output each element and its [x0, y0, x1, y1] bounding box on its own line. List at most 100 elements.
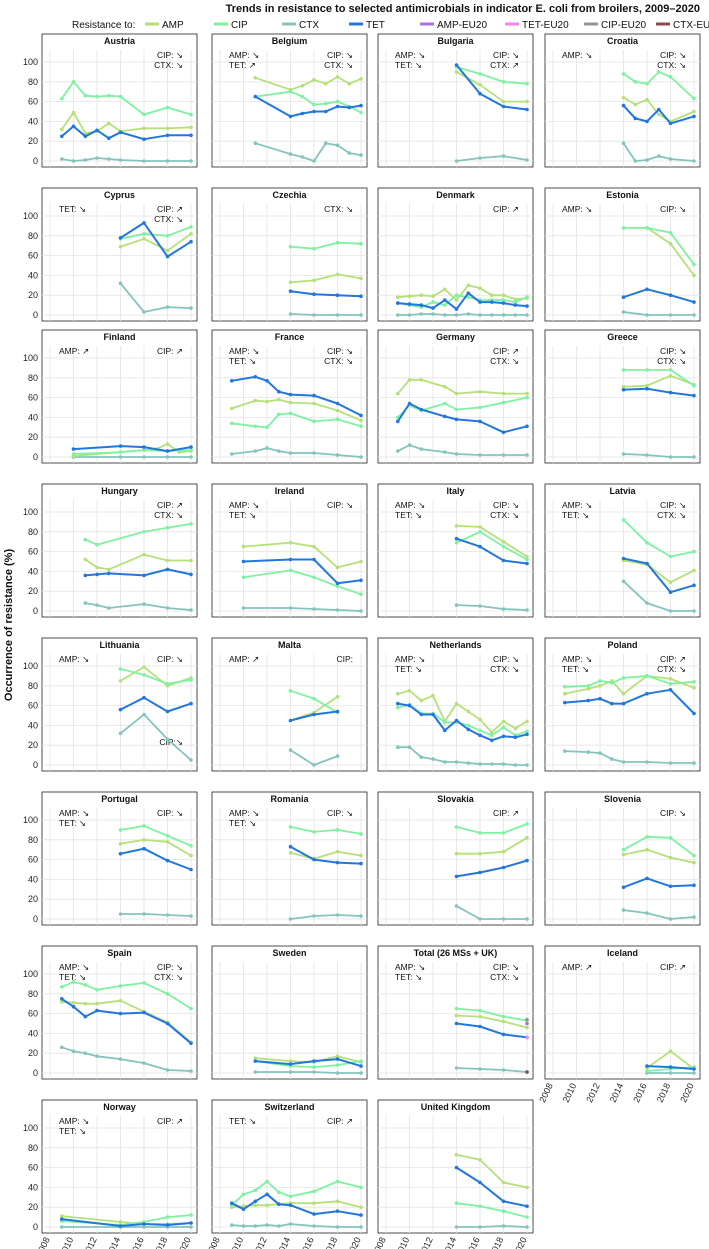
x-tick-label: 2010	[228, 1236, 246, 1249]
data-point	[645, 226, 649, 230]
trend-note: TET: ↘	[562, 510, 589, 520]
data-point	[189, 445, 193, 449]
series-line	[623, 288, 695, 304]
data-point	[165, 455, 170, 459]
data-point	[396, 691, 400, 696]
panel-title: France	[275, 332, 305, 342]
panel-title: Lithuania	[100, 640, 141, 650]
trend-note: CTX: ↘	[657, 510, 686, 520]
data-point	[288, 312, 293, 316]
data-point	[95, 156, 99, 160]
data-point	[241, 1224, 246, 1228]
data-point	[668, 688, 673, 692]
data-point	[431, 693, 435, 698]
data-point	[501, 1199, 506, 1204]
data-point	[60, 157, 64, 161]
data-point	[396, 313, 400, 317]
trend-note: CIP: ↘	[493, 500, 519, 510]
data-point	[118, 1220, 123, 1224]
y-tick-label: 100	[23, 507, 38, 517]
panel-frame	[41, 33, 198, 168]
series-line	[456, 1225, 528, 1228]
series-line	[290, 850, 362, 860]
data-point	[490, 762, 494, 766]
series-line	[623, 848, 695, 864]
panel-title: Belgium	[272, 36, 308, 46]
series-tet	[60, 124, 193, 141]
y-tick-label: 100	[23, 353, 38, 363]
data-point	[692, 273, 696, 278]
y-tick-label: 40	[28, 874, 38, 884]
data-point	[645, 158, 649, 162]
data-point	[478, 762, 482, 766]
panel-frame	[377, 945, 534, 1080]
data-point	[312, 246, 316, 251]
panel-france: France AMP: ↘TET: ↘ CIP: ↘CTX: ↘	[211, 329, 368, 464]
data-point	[288, 392, 293, 397]
series-line	[290, 826, 362, 835]
data-point	[165, 1021, 170, 1026]
data-point	[359, 1064, 363, 1068]
data-point	[668, 121, 673, 126]
data-point	[478, 831, 482, 835]
series-line	[290, 914, 362, 920]
x-tick-label: 2012	[251, 1236, 269, 1249]
series-cip	[60, 80, 193, 117]
data-point	[443, 728, 447, 733]
data-point	[165, 126, 170, 131]
data-point	[118, 707, 123, 712]
data-point	[189, 448, 193, 452]
data-point	[335, 1199, 340, 1204]
series-line	[623, 557, 695, 594]
series-tet	[118, 846, 193, 872]
series-line	[455, 1166, 528, 1208]
data-point	[142, 552, 146, 557]
y-tick-label: 20	[28, 1048, 38, 1058]
data-point	[335, 709, 340, 714]
y-tick-label: 20	[28, 432, 38, 442]
panel-title: Cyprus	[104, 190, 135, 200]
figure-title: Trends in resistance to selected antimic…	[226, 3, 700, 15]
trend-note: AMP: ↗	[59, 346, 89, 356]
data-point	[431, 712, 435, 717]
data-point	[645, 561, 649, 566]
panel-title: Estonia	[606, 190, 640, 200]
data-point	[525, 395, 529, 400]
data-point	[633, 80, 638, 84]
data-point	[396, 391, 400, 396]
data-point	[312, 109, 316, 114]
series-amp	[621, 847, 696, 865]
data-point	[501, 1209, 506, 1213]
series-ctx	[241, 606, 363, 613]
series-tet	[454, 858, 529, 879]
data-point	[83, 1014, 88, 1019]
data-point	[277, 449, 281, 453]
data-point	[490, 300, 494, 304]
data-point	[668, 609, 673, 613]
data-point	[118, 842, 123, 846]
data-point	[118, 455, 123, 459]
trend-note: CTX: ↘	[490, 972, 519, 982]
series-tet	[396, 401, 529, 435]
data-point	[71, 980, 76, 984]
data-point	[621, 847, 626, 852]
data-point	[645, 601, 649, 605]
trend-note: AMP: ↘	[395, 962, 425, 972]
data-point	[645, 82, 649, 86]
data-point	[657, 154, 661, 158]
data-point	[525, 554, 529, 559]
data-point	[621, 885, 626, 890]
data-point	[359, 413, 363, 418]
trend-note: CTX: ↘	[657, 664, 686, 674]
trend-note: AMP: ↗	[229, 654, 259, 664]
data-point	[60, 999, 64, 1004]
data-point	[335, 401, 340, 406]
series-line	[456, 66, 528, 85]
panel-austria: Austria 0 20 40 60 80 100 CIP: ↘CTX: ↘	[23, 33, 198, 168]
panel-title: Poland	[607, 640, 637, 650]
data-point	[396, 419, 400, 424]
x-tick-label: 2014	[608, 1082, 626, 1104]
series-ctx	[396, 312, 529, 317]
data-point	[621, 556, 626, 561]
panel-title: Slovenia	[604, 794, 642, 804]
